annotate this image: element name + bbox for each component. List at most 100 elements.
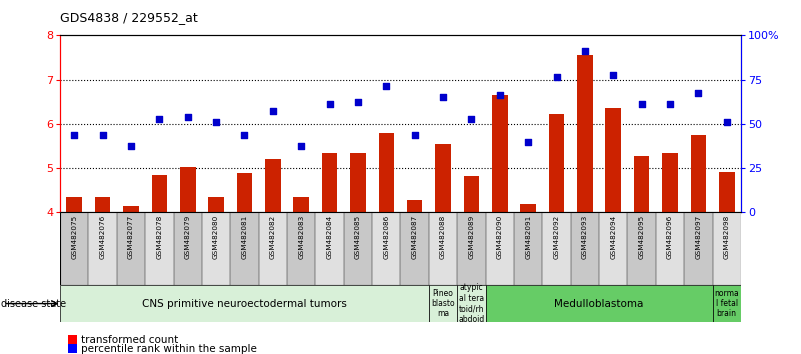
Point xyxy=(521,139,534,144)
Text: GSM482083: GSM482083 xyxy=(298,215,304,259)
Text: GSM482077: GSM482077 xyxy=(128,215,134,259)
Bar xyxy=(400,212,429,285)
Bar xyxy=(606,108,621,212)
Bar xyxy=(174,212,202,285)
Bar xyxy=(429,212,457,285)
Text: percentile rank within the sample: percentile rank within the sample xyxy=(81,344,257,354)
Bar xyxy=(66,197,82,212)
Bar xyxy=(236,172,252,212)
Point xyxy=(635,101,648,107)
Point xyxy=(96,132,109,138)
Bar xyxy=(259,212,287,285)
Point xyxy=(323,101,336,107)
Bar xyxy=(435,144,451,212)
Bar xyxy=(485,285,713,322)
Bar xyxy=(577,55,593,212)
Point xyxy=(409,132,421,138)
Text: transformed count: transformed count xyxy=(81,335,178,345)
Text: GSM482075: GSM482075 xyxy=(71,215,77,259)
Text: Medulloblastoma: Medulloblastoma xyxy=(554,298,644,309)
Text: GSM482092: GSM482092 xyxy=(553,215,560,259)
Bar xyxy=(713,285,741,322)
Bar xyxy=(719,172,735,212)
Bar xyxy=(549,114,565,212)
Text: GSM482076: GSM482076 xyxy=(99,215,106,259)
Point xyxy=(578,48,591,54)
Bar xyxy=(713,212,741,285)
Bar xyxy=(117,212,145,285)
Bar xyxy=(344,212,372,285)
Bar xyxy=(145,212,174,285)
Bar xyxy=(180,167,195,212)
Point xyxy=(68,132,81,138)
Point xyxy=(550,75,563,80)
Text: CNS primitive neuroectodermal tumors: CNS primitive neuroectodermal tumors xyxy=(142,298,347,309)
Text: GDS4838 / 229552_at: GDS4838 / 229552_at xyxy=(60,11,198,24)
Bar xyxy=(627,212,656,285)
Bar xyxy=(231,212,259,285)
Point xyxy=(437,95,449,100)
Bar xyxy=(293,197,309,212)
Text: GSM482079: GSM482079 xyxy=(185,215,191,259)
Text: GSM482090: GSM482090 xyxy=(497,215,503,259)
Text: GSM482084: GSM482084 xyxy=(327,215,332,259)
Bar xyxy=(464,176,479,212)
Bar xyxy=(457,285,485,322)
Bar xyxy=(60,212,88,285)
Bar xyxy=(521,205,536,212)
Point xyxy=(380,84,392,89)
Text: GSM482080: GSM482080 xyxy=(213,215,219,259)
Point xyxy=(153,117,166,122)
Point xyxy=(720,119,733,125)
Text: atypic
al tera
toid/rh
abdoid: atypic al tera toid/rh abdoid xyxy=(458,284,485,324)
Point xyxy=(238,132,251,138)
Point xyxy=(493,92,506,98)
Bar xyxy=(634,156,650,212)
Bar xyxy=(379,133,394,212)
Bar xyxy=(123,206,139,212)
Text: GSM482081: GSM482081 xyxy=(241,215,248,259)
Text: GSM482093: GSM482093 xyxy=(582,215,588,259)
Bar xyxy=(60,285,429,322)
Point xyxy=(607,73,620,78)
Bar xyxy=(599,212,627,285)
Bar xyxy=(372,212,400,285)
Text: GSM482085: GSM482085 xyxy=(355,215,361,259)
Bar xyxy=(514,212,542,285)
Bar xyxy=(322,153,337,212)
Bar xyxy=(684,212,713,285)
Bar xyxy=(429,285,457,322)
Text: GSM482096: GSM482096 xyxy=(667,215,673,259)
Text: disease state: disease state xyxy=(1,298,66,309)
Bar xyxy=(350,153,366,212)
Bar xyxy=(88,212,117,285)
Bar xyxy=(208,197,224,212)
Bar xyxy=(265,159,280,212)
Point xyxy=(663,101,676,107)
Bar xyxy=(151,175,167,212)
Bar xyxy=(407,200,422,212)
Bar xyxy=(492,95,508,212)
Bar xyxy=(656,212,684,285)
Bar xyxy=(457,212,485,285)
Text: GSM482098: GSM482098 xyxy=(724,215,730,259)
Point xyxy=(210,119,223,125)
Text: GSM482082: GSM482082 xyxy=(270,215,276,259)
Text: GSM482097: GSM482097 xyxy=(695,215,702,259)
Bar xyxy=(690,135,706,212)
Text: GSM482078: GSM482078 xyxy=(156,215,163,259)
Point xyxy=(295,143,308,149)
Bar xyxy=(287,212,316,285)
Bar xyxy=(485,212,514,285)
Text: norma
l fetal
brain: norma l fetal brain xyxy=(714,289,739,319)
Bar xyxy=(95,197,111,212)
Text: GSM482095: GSM482095 xyxy=(638,215,645,259)
Bar xyxy=(662,153,678,212)
Point xyxy=(267,108,280,113)
Point xyxy=(181,114,194,120)
Point xyxy=(125,143,138,149)
Point xyxy=(465,117,478,122)
Text: GSM482094: GSM482094 xyxy=(610,215,616,259)
Bar xyxy=(316,212,344,285)
Text: Pineo
blasto
ma: Pineo blasto ma xyxy=(431,289,455,319)
